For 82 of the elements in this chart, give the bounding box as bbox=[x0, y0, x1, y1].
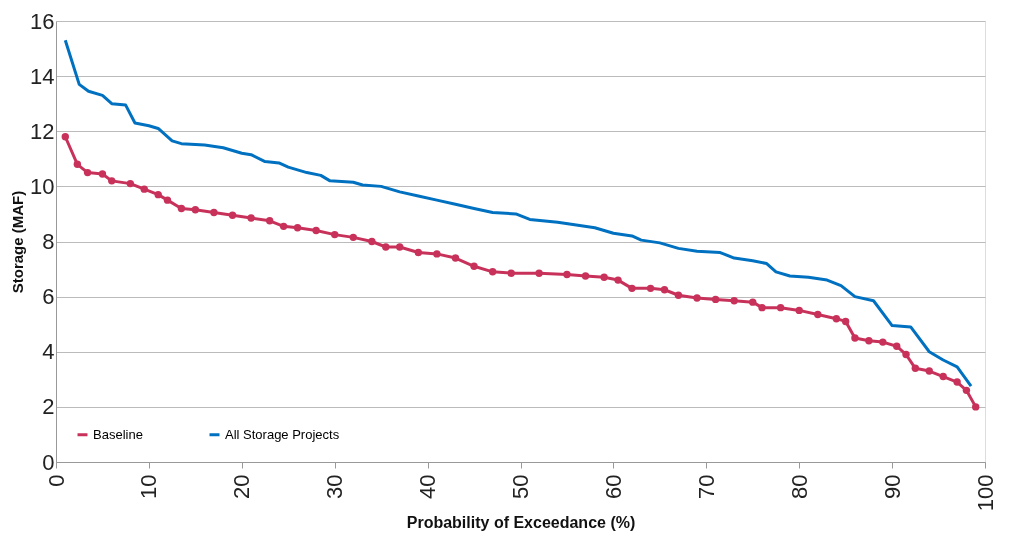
point bbox=[61, 133, 69, 141]
point bbox=[865, 337, 873, 345]
point bbox=[177, 204, 186, 213]
y-tick-label: 6 bbox=[42, 284, 55, 310]
x-tick-label: 50 bbox=[508, 474, 533, 499]
x-tick-label: 90 bbox=[879, 474, 905, 499]
point bbox=[98, 170, 107, 178]
point bbox=[265, 217, 274, 225]
point bbox=[581, 272, 590, 280]
point bbox=[330, 230, 339, 239]
x-tick-label: 30 bbox=[322, 474, 348, 499]
legend-label: Baseline bbox=[93, 426, 143, 442]
x-tick-label: 70 bbox=[693, 474, 719, 499]
x-tick-label: 100 bbox=[972, 474, 998, 512]
point bbox=[972, 403, 980, 411]
y-tick-label: 10 bbox=[30, 173, 55, 199]
point bbox=[507, 269, 515, 277]
point bbox=[893, 342, 901, 350]
point bbox=[312, 226, 320, 235]
y-tick-label: 12 bbox=[30, 118, 55, 144]
legend-label: All Storage Projects bbox=[225, 426, 340, 442]
point bbox=[163, 196, 172, 204]
x-tick-label: 10 bbox=[136, 474, 162, 499]
point bbox=[749, 298, 757, 306]
point bbox=[902, 350, 910, 359]
point bbox=[730, 297, 738, 305]
x-axis-title: Probability of Exceedance (%) bbox=[406, 514, 636, 532]
point bbox=[693, 294, 701, 302]
point bbox=[953, 378, 961, 386]
y-tick-label: 16 bbox=[30, 8, 55, 34]
point bbox=[814, 310, 822, 319]
point bbox=[293, 224, 302, 232]
point bbox=[939, 372, 947, 381]
point bbox=[879, 338, 887, 346]
point bbox=[126, 179, 135, 188]
point bbox=[776, 303, 785, 312]
point bbox=[911, 364, 920, 372]
point bbox=[962, 386, 971, 395]
point bbox=[841, 317, 850, 326]
point bbox=[396, 243, 404, 251]
point bbox=[851, 334, 859, 342]
point bbox=[73, 160, 82, 169]
y-tick-label: 2 bbox=[42, 394, 55, 420]
point bbox=[832, 314, 841, 323]
x-tick-label: 20 bbox=[229, 474, 255, 499]
y-tick-label: 0 bbox=[42, 449, 55, 475]
point bbox=[247, 214, 255, 222]
point bbox=[563, 270, 571, 279]
point bbox=[758, 303, 766, 312]
point bbox=[140, 185, 148, 193]
point bbox=[228, 211, 237, 220]
x-tick-label: 80 bbox=[786, 474, 812, 499]
point bbox=[210, 208, 218, 217]
point bbox=[660, 286, 669, 294]
point bbox=[191, 206, 200, 214]
point bbox=[349, 233, 357, 242]
point bbox=[488, 268, 497, 276]
point bbox=[368, 237, 376, 246]
y-tick-label: 4 bbox=[42, 339, 55, 365]
y-axis-title: Storage (MAF) bbox=[9, 190, 27, 294]
point bbox=[711, 295, 720, 304]
x-tick-label: 60 bbox=[600, 474, 626, 499]
point bbox=[535, 269, 543, 277]
point bbox=[470, 262, 478, 271]
point bbox=[451, 254, 460, 262]
point bbox=[414, 248, 423, 257]
point bbox=[83, 168, 92, 177]
point bbox=[108, 177, 116, 185]
point bbox=[628, 284, 636, 293]
x-tick-label: 40 bbox=[415, 474, 441, 499]
y-tick-label: 8 bbox=[42, 229, 55, 254]
point bbox=[382, 243, 390, 251]
point bbox=[674, 291, 683, 299]
point bbox=[154, 190, 162, 199]
point bbox=[279, 222, 288, 231]
point bbox=[600, 273, 608, 282]
point bbox=[614, 276, 622, 284]
y-tick-label: 14 bbox=[30, 63, 55, 89]
point bbox=[795, 306, 803, 315]
point bbox=[646, 284, 655, 293]
point bbox=[925, 367, 933, 375]
point bbox=[433, 250, 441, 258]
